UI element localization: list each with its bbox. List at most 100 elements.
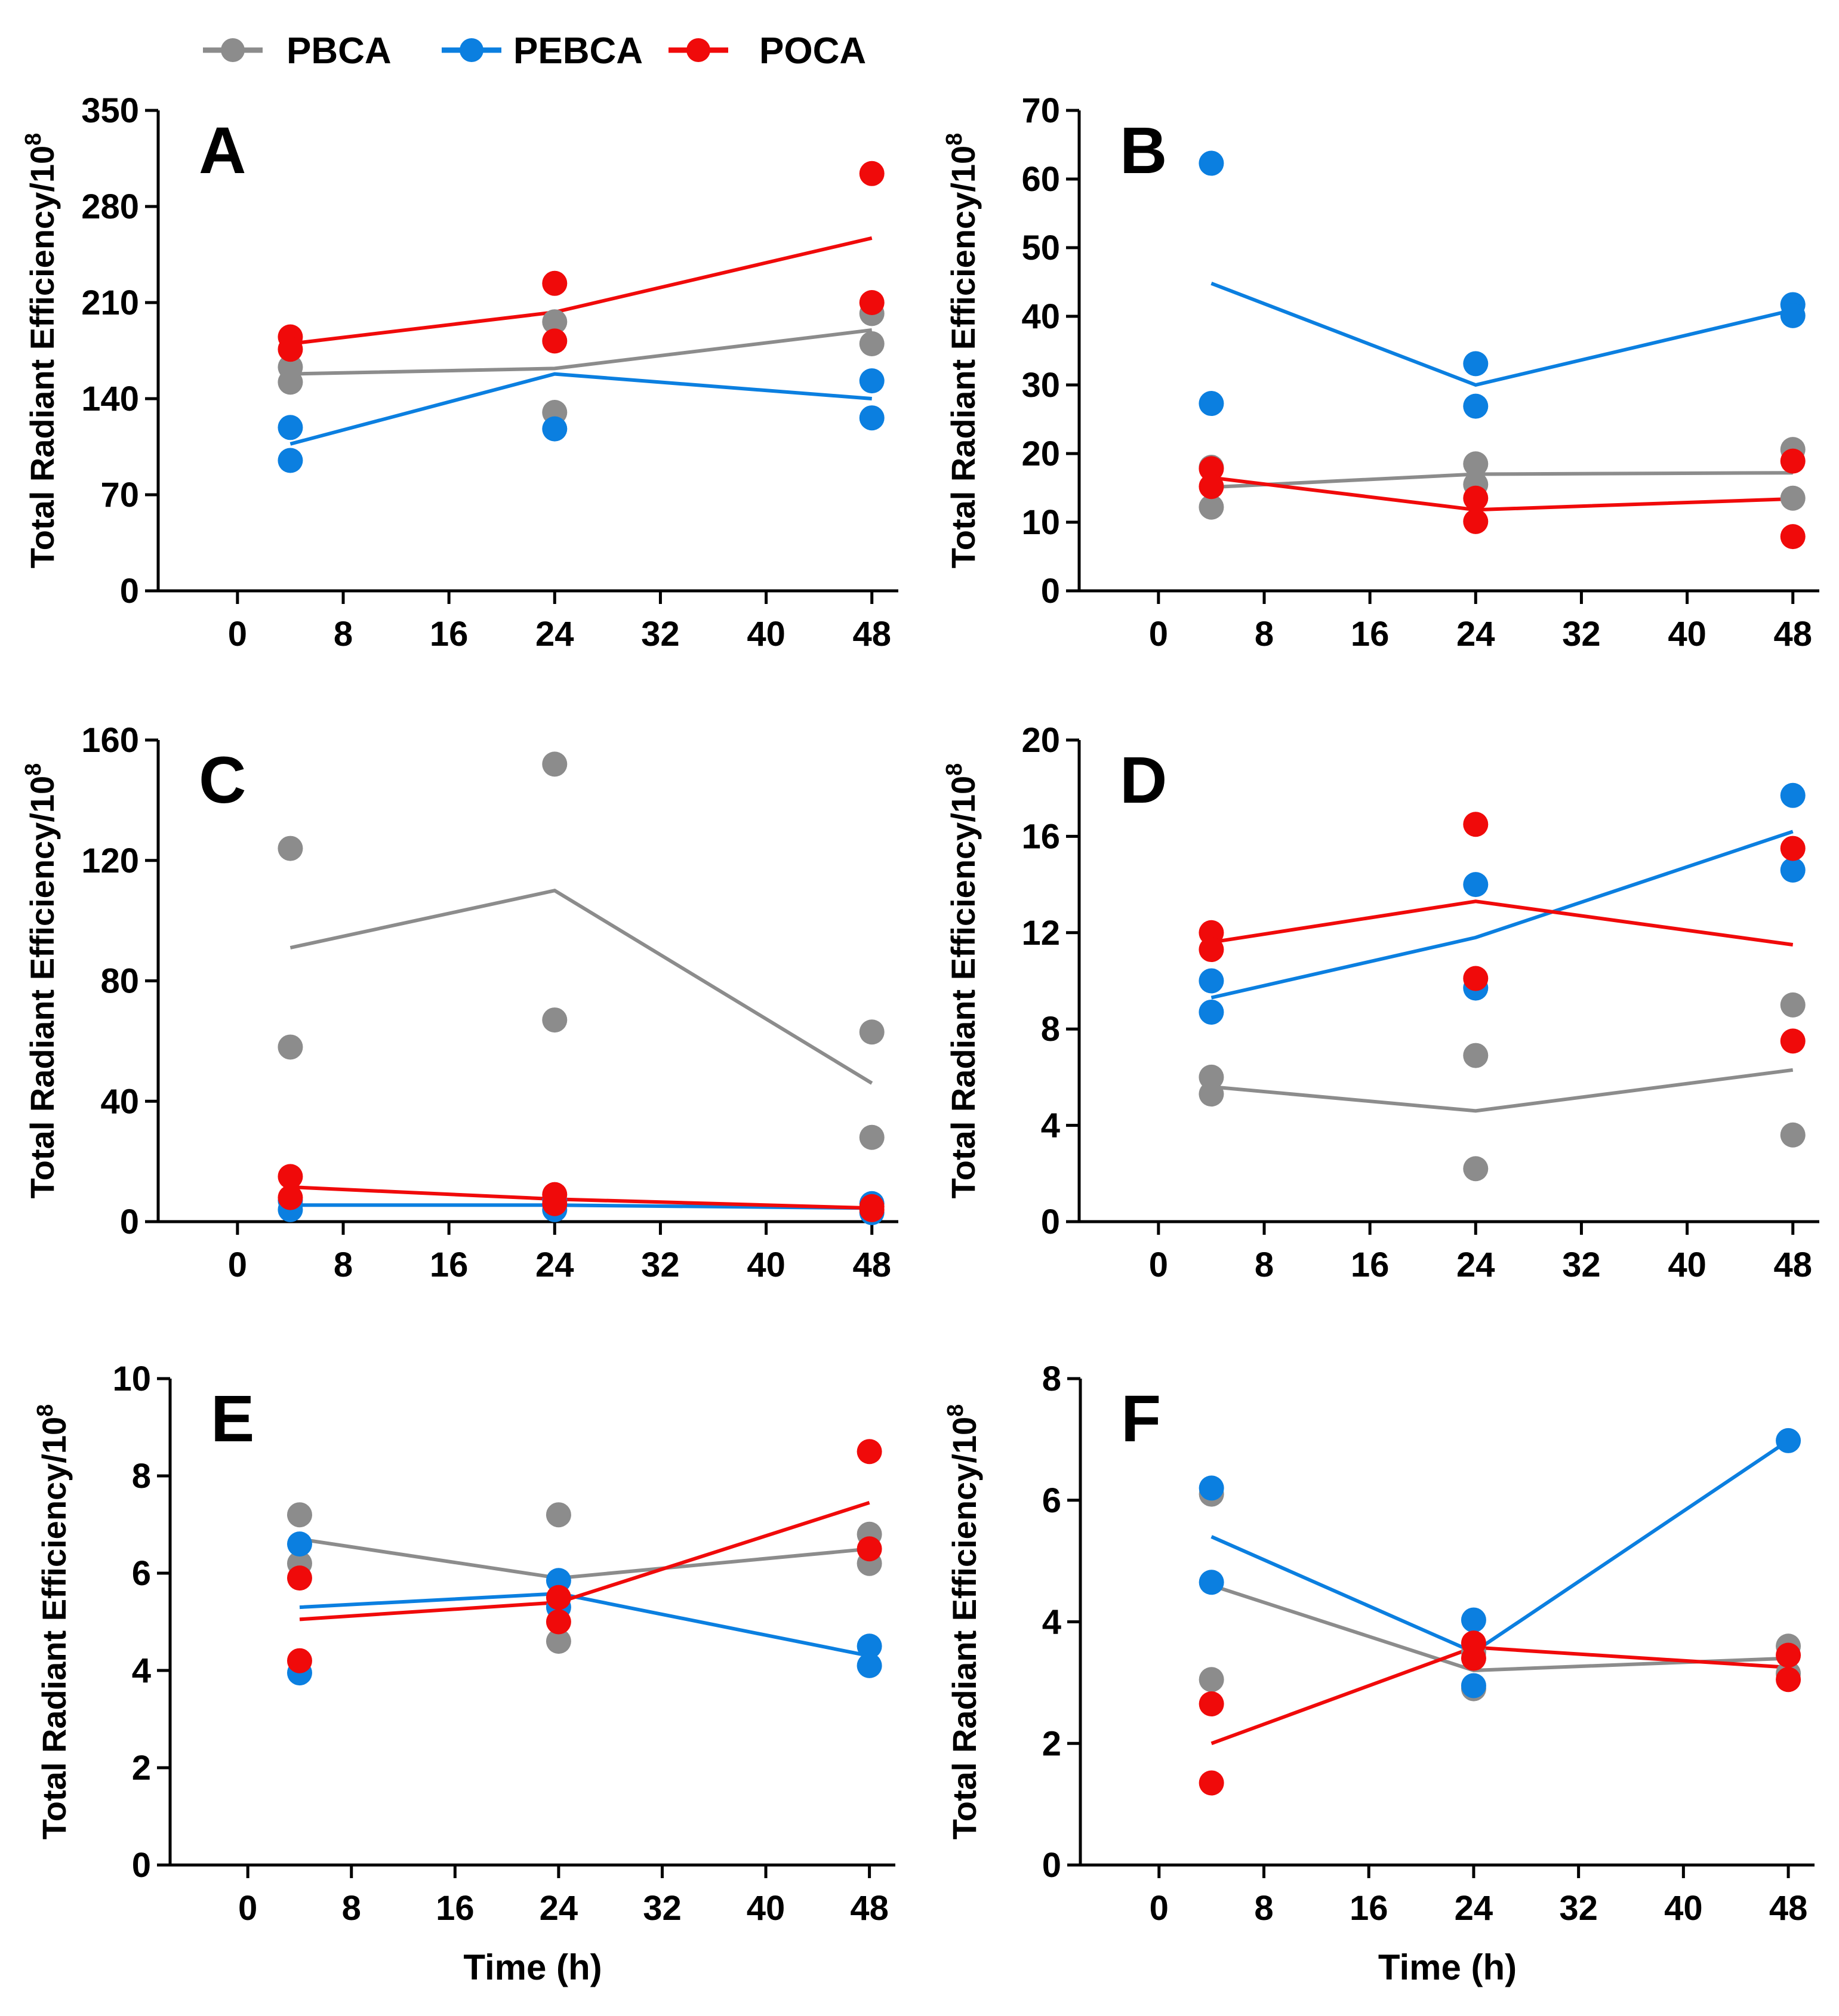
x-tick-label-f: 8	[1254, 1889, 1273, 1928]
panel-label-a: A	[199, 114, 246, 187]
y-tick-label-a: 280	[81, 187, 139, 226]
data-point-poca-b	[1199, 474, 1224, 500]
x-tick-label-a: 24	[535, 615, 574, 653]
x-tick-label-d: 8	[1255, 1246, 1274, 1284]
y-tick-label-b: 30	[1021, 366, 1060, 405]
series-line-pbca-c	[289, 889, 873, 1085]
y-tick-label-f: 4	[1042, 1603, 1061, 1642]
x-tick-label-c: 32	[641, 1246, 680, 1284]
data-point-pbca-e	[546, 1502, 571, 1528]
x-tick-label-b: 48	[1773, 615, 1812, 653]
data-point-pebca-d	[1780, 782, 1806, 808]
data-point-pebca-a	[278, 415, 303, 440]
x-tick-label-a: 40	[747, 615, 785, 653]
x-tick-label-f: 0	[1150, 1889, 1169, 1928]
data-point-poca-b	[1780, 524, 1806, 550]
y-axis-label-text-d: Total Radiant Efficiency/10	[944, 776, 982, 1198]
data-point-pbca-d	[1780, 1122, 1806, 1148]
x-tick-label-c: 0	[228, 1246, 247, 1284]
data-point-poca-b	[1463, 508, 1489, 534]
data-point-poca-a	[542, 270, 568, 296]
data-point-pbca-a	[542, 309, 568, 335]
data-point-poca-f	[1199, 1770, 1224, 1796]
x-tick-label-c: 8	[334, 1246, 353, 1284]
data-point-poca-e	[287, 1648, 312, 1673]
y-tick-label-b: 10	[1021, 503, 1060, 542]
y-axis-label-b: Total Radiant Efficiency/108	[942, 133, 982, 569]
data-point-pbca-b	[1780, 485, 1806, 511]
data-point-pebca-b	[1780, 303, 1806, 328]
x-tick-label-a: 48	[852, 615, 891, 653]
data-point-poca-a	[859, 290, 885, 315]
data-point-pbca-e	[287, 1502, 312, 1528]
x-tick-label-c: 24	[535, 1246, 574, 1284]
data-point-poca-f	[1461, 1645, 1486, 1671]
y-axis-label-text-b: Total Radiant Efficiency/10	[944, 146, 982, 568]
x-tick-label-c: 16	[430, 1246, 469, 1284]
data-point-poca-e	[546, 1609, 571, 1635]
x-tick-label-b: 0	[1149, 615, 1168, 653]
data-point-pebca-f	[1461, 1673, 1486, 1699]
data-point-pebca-e	[857, 1653, 882, 1678]
data-point-poca-b	[1780, 448, 1806, 474]
y-tick-label-d: 16	[1021, 817, 1060, 856]
data-point-pebca-d	[1199, 968, 1224, 994]
data-point-poca-d	[1199, 937, 1224, 963]
y-tick-label-e: 4	[132, 1651, 151, 1690]
legend-pebca-label: PEBCA	[513, 30, 643, 72]
y-axis-label-exponent-a: 8	[21, 133, 46, 146]
y-axis-label-text-e: Total Radiant Efficiency/10	[35, 1417, 73, 1839]
series-line-pebca-b	[1210, 281, 1794, 387]
y-tick-label-d: 8	[1041, 1010, 1060, 1049]
data-point-poca-e	[287, 1565, 312, 1591]
data-point-poca-f	[1199, 1691, 1224, 1717]
y-tick-label-b: 40	[1021, 297, 1060, 336]
y-axis-label-exponent-e: 8	[33, 1404, 58, 1417]
data-point-poca-a	[542, 328, 568, 354]
legend-pebca-marker	[460, 38, 483, 62]
series-line-pebca-f	[1210, 1439, 1789, 1654]
data-point-poca-f	[1776, 1667, 1801, 1693]
chart-panel-b: 0 10 20 30 40 50 60 70 0 8 16 24 32 40 48 Total Radiant…	[942, 91, 1819, 653]
x-tick-label-d: 24	[1456, 1246, 1495, 1284]
x-tick-label-f: 40	[1664, 1889, 1703, 1928]
y-tick-label-c: 40	[100, 1082, 139, 1121]
y-axis-label-e: Total Radiant Efficiency/108	[33, 1404, 73, 1840]
x-tick-label-e: 40	[747, 1889, 785, 1928]
data-point-pbca-c	[278, 836, 303, 861]
y-tick-label-a: 0	[120, 572, 139, 611]
x-axis-label-f: Time (h)	[1378, 1947, 1517, 1987]
x-tick-label-d: 48	[1773, 1246, 1812, 1284]
series-line-pebca-d	[1210, 830, 1794, 1000]
y-axis-label-text-c: Total Radiant Efficiency/10	[23, 776, 61, 1198]
data-point-pebca-f	[1461, 1607, 1486, 1633]
y-axis-label-f: Total Radiant Efficiency/108	[943, 1404, 983, 1840]
y-axis-label-exponent-f: 8	[943, 1404, 968, 1417]
x-tick-label-d: 0	[1149, 1246, 1168, 1284]
y-tick-label-a: 140	[81, 380, 139, 418]
y-tick-label-c: 80	[100, 962, 139, 1001]
y-axis-label-a: Total Radiant Efficiency/108	[21, 133, 61, 569]
y-tick-label-e: 2	[132, 1749, 151, 1787]
data-point-poca-a	[859, 161, 885, 186]
y-tick-label-e: 8	[132, 1457, 151, 1496]
x-tick-label-b: 16	[1351, 615, 1390, 653]
x-tick-label-f: 16	[1350, 1889, 1388, 1928]
y-tick-label-c: 0	[120, 1203, 139, 1241]
y-tick-label-f: 6	[1042, 1481, 1061, 1520]
y-tick-label-b: 60	[1021, 160, 1060, 199]
series-line-poca-a	[290, 236, 873, 346]
series-line-pbca-d	[1211, 1068, 1794, 1113]
series-line-poca-f	[1210, 1645, 1789, 1746]
data-point-pbca-c	[859, 1019, 885, 1045]
x-tick-label-d: 40	[1668, 1246, 1706, 1284]
series-line-pbca-b	[1211, 471, 1793, 489]
data-point-poca-d	[1463, 966, 1489, 991]
data-point-poca-d	[1780, 1028, 1806, 1054]
y-axis-label-exponent-d: 8	[942, 763, 967, 776]
y-tick-label-d: 20	[1021, 721, 1060, 760]
chart-panel-c: 0 40 80 120 160 0 8 16 24 32 40 48 Total Radiant Eff…	[21, 721, 898, 1284]
x-tick-label-c: 40	[747, 1246, 785, 1284]
data-point-poca-e	[857, 1439, 882, 1465]
x-tick-label-f: 32	[1559, 1889, 1598, 1928]
